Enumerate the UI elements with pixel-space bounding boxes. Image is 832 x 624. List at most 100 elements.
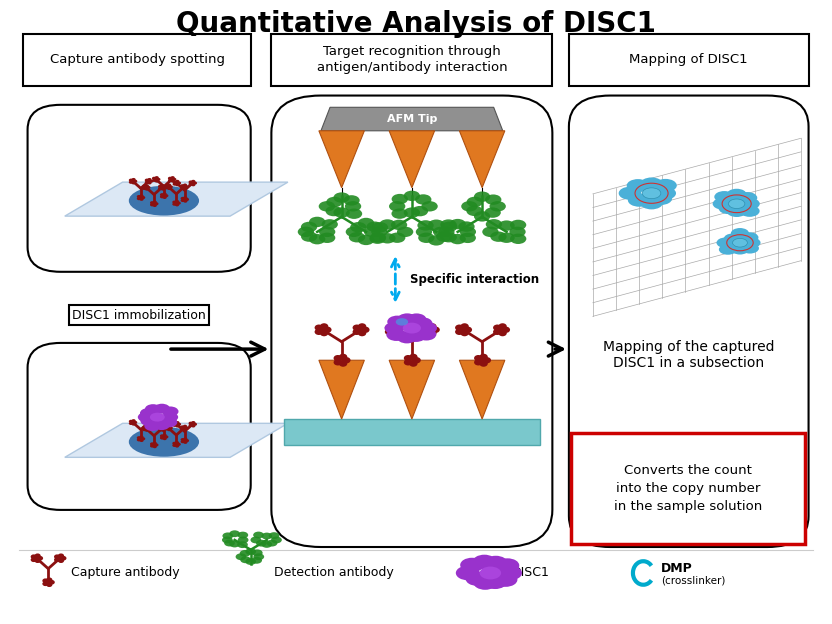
Polygon shape: [319, 360, 364, 419]
Ellipse shape: [165, 427, 169, 431]
Text: Capture antibody spotting: Capture antibody spotting: [50, 54, 225, 67]
Ellipse shape: [493, 324, 502, 331]
Ellipse shape: [418, 220, 433, 231]
Ellipse shape: [412, 206, 428, 217]
Ellipse shape: [165, 426, 169, 429]
Ellipse shape: [366, 222, 383, 232]
Ellipse shape: [189, 182, 193, 186]
Ellipse shape: [181, 199, 185, 202]
Ellipse shape: [146, 427, 151, 430]
Ellipse shape: [269, 532, 280, 539]
Ellipse shape: [138, 412, 154, 422]
Ellipse shape: [416, 227, 432, 237]
Ellipse shape: [154, 202, 158, 205]
Ellipse shape: [474, 211, 490, 222]
Ellipse shape: [431, 326, 440, 333]
Ellipse shape: [133, 421, 137, 424]
Ellipse shape: [60, 556, 67, 560]
Ellipse shape: [193, 422, 197, 426]
Ellipse shape: [131, 178, 136, 181]
Ellipse shape: [147, 178, 151, 181]
Ellipse shape: [168, 420, 172, 423]
Ellipse shape: [719, 244, 737, 255]
Ellipse shape: [502, 326, 510, 333]
FancyBboxPatch shape: [572, 432, 805, 544]
Ellipse shape: [640, 197, 663, 210]
Ellipse shape: [140, 408, 156, 418]
Ellipse shape: [490, 232, 507, 242]
Ellipse shape: [129, 422, 133, 425]
Ellipse shape: [162, 196, 166, 199]
Ellipse shape: [237, 541, 248, 548]
Ellipse shape: [145, 426, 149, 429]
Text: Converts the count
into the copy number
in the sample solution: Converts the count into the copy number …: [614, 464, 762, 513]
Ellipse shape: [391, 220, 407, 230]
Ellipse shape: [181, 426, 185, 429]
Ellipse shape: [129, 181, 133, 184]
Ellipse shape: [496, 558, 519, 573]
Ellipse shape: [422, 201, 438, 212]
Ellipse shape: [428, 235, 444, 246]
Ellipse shape: [653, 187, 676, 200]
Ellipse shape: [145, 422, 149, 425]
Ellipse shape: [171, 176, 175, 179]
Ellipse shape: [498, 233, 515, 243]
Ellipse shape: [181, 438, 185, 441]
Text: DISC1: DISC1: [512, 567, 550, 580]
Ellipse shape: [176, 180, 180, 183]
Ellipse shape: [171, 417, 175, 421]
Ellipse shape: [498, 330, 507, 336]
Ellipse shape: [193, 182, 197, 185]
Ellipse shape: [129, 420, 133, 423]
Ellipse shape: [54, 557, 60, 562]
Ellipse shape: [189, 180, 193, 183]
Ellipse shape: [169, 185, 173, 188]
Ellipse shape: [176, 443, 181, 446]
FancyBboxPatch shape: [271, 95, 552, 547]
Ellipse shape: [172, 200, 176, 203]
FancyBboxPatch shape: [27, 105, 250, 272]
Ellipse shape: [131, 419, 136, 422]
Ellipse shape: [146, 186, 151, 189]
Ellipse shape: [34, 553, 41, 558]
Ellipse shape: [149, 421, 153, 424]
Ellipse shape: [404, 207, 420, 218]
Ellipse shape: [158, 428, 162, 431]
Ellipse shape: [230, 530, 240, 537]
Polygon shape: [459, 360, 505, 419]
Ellipse shape: [144, 421, 161, 431]
Ellipse shape: [314, 324, 323, 331]
Ellipse shape: [389, 201, 405, 212]
Ellipse shape: [245, 548, 256, 555]
Ellipse shape: [350, 222, 366, 232]
Ellipse shape: [455, 329, 463, 335]
Ellipse shape: [150, 412, 165, 422]
Ellipse shape: [129, 186, 199, 215]
Ellipse shape: [131, 182, 136, 185]
Ellipse shape: [342, 357, 350, 363]
Ellipse shape: [183, 425, 187, 428]
Ellipse shape: [339, 354, 347, 360]
Ellipse shape: [162, 186, 166, 189]
Ellipse shape: [155, 421, 159, 424]
Ellipse shape: [493, 329, 502, 335]
Ellipse shape: [404, 359, 413, 366]
Ellipse shape: [729, 199, 745, 208]
Ellipse shape: [161, 187, 165, 191]
Ellipse shape: [168, 179, 172, 182]
Ellipse shape: [136, 438, 141, 441]
Ellipse shape: [183, 441, 187, 444]
Ellipse shape: [181, 427, 185, 431]
Ellipse shape: [58, 558, 64, 563]
Ellipse shape: [397, 313, 417, 326]
Ellipse shape: [176, 424, 180, 427]
Ellipse shape: [142, 185, 146, 188]
Text: Detection antibody: Detection antibody: [274, 567, 394, 580]
Ellipse shape: [147, 422, 151, 426]
Ellipse shape: [191, 421, 196, 424]
Text: Mapping of the captured
DISC1 in a subsection: Mapping of the captured DISC1 in a subse…: [603, 340, 775, 370]
Ellipse shape: [384, 322, 404, 334]
Ellipse shape: [145, 181, 149, 184]
Ellipse shape: [407, 313, 427, 326]
Ellipse shape: [172, 419, 176, 422]
